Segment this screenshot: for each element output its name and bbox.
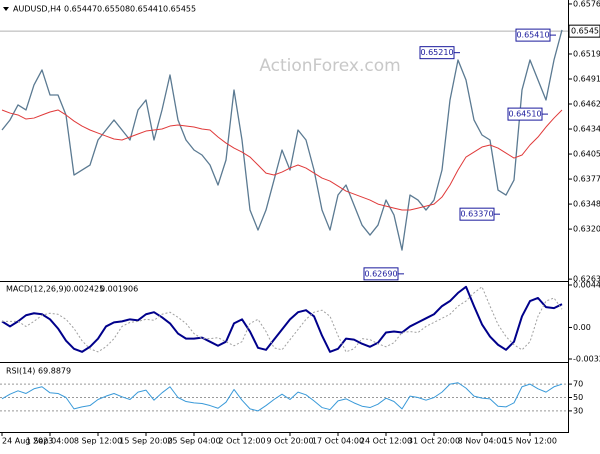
series-line [1,382,563,412]
y-tick-label: 0.64625 [573,100,600,109]
x-tick-label: 2 Oct 12:00 [218,437,265,446]
x-tick-label: 8 Nov 04:00 [458,437,507,446]
y-tick-label: 0.65195 [573,49,600,58]
x-tick-label: 15 Sep 20:00 [119,437,172,446]
last-price-box [568,24,600,38]
annotation-box [419,46,455,60]
x-tick-label: 17 Oct 04:00 [312,437,364,446]
y-tick-label: 30 [573,406,583,415]
series-line [1,29,563,251]
x-tick-label: 15 Nov 12:00 [503,437,557,446]
y-tick-label: 0.63485 [573,200,600,209]
x-tick-label: 25 Sep 04:00 [167,437,220,446]
x-tick-label: 1 Sep 04:00 [26,437,74,446]
annotation-label: 0.64510 [508,110,541,119]
y-tick-label: 70 [573,380,583,389]
annotation-box [459,207,495,221]
ohlc-value: 0.65455 [163,5,196,14]
frame [0,0,569,433]
series-line [2,286,563,353]
symbol-label: AUDUSD,H4 [13,5,61,14]
ohlc-value: 0.65508 [97,5,130,14]
x-tick-label: 8 Sep 12:00 [74,437,122,446]
y-tick-label: 50 [573,393,583,402]
last-price-label: 0.65455 [571,27,600,36]
x-tick-label: 31 Oct 20:00 [408,437,460,446]
x-tick-label: 24 Oct 12:00 [360,437,412,446]
y-tick-label: 0.004427 [573,281,600,290]
rsi-title: RSI(14) [6,367,35,376]
annotation-label: 0.65210 [420,48,453,57]
y-tick-label: 0.65765 [573,0,600,8]
rsi-reading: 69.8879 [38,367,71,376]
x-tick-label: 9 Oct 20:00 [266,437,313,446]
annotation-label: 0.63370 [460,210,493,219]
symbol-arrow [3,7,9,11]
macd-title: MACD(12,26,9) [6,285,67,294]
ohlc-value: 0.65441 [130,5,163,14]
annotation-label: 0.65410 [516,31,549,40]
y-tick-label: 0.00 [573,323,591,332]
macd-reading: 0.001906 [100,285,138,294]
annotation-label: 0.62690 [364,269,397,278]
series-line [1,285,563,353]
annotation-box [507,107,543,121]
watermark: ActionForex.com [259,56,400,76]
y-tick-label: -0.003288 [573,355,600,364]
x-tick-label: 24 Aug 2023 [2,437,53,446]
ohlc-value: 0.65447 [64,5,97,14]
y-tick-label: 0.64055 [573,150,600,159]
annotation-box [515,28,551,42]
annotation-box [363,267,399,281]
series-line [1,109,563,211]
macd-reading: 0.002425 [66,285,104,294]
